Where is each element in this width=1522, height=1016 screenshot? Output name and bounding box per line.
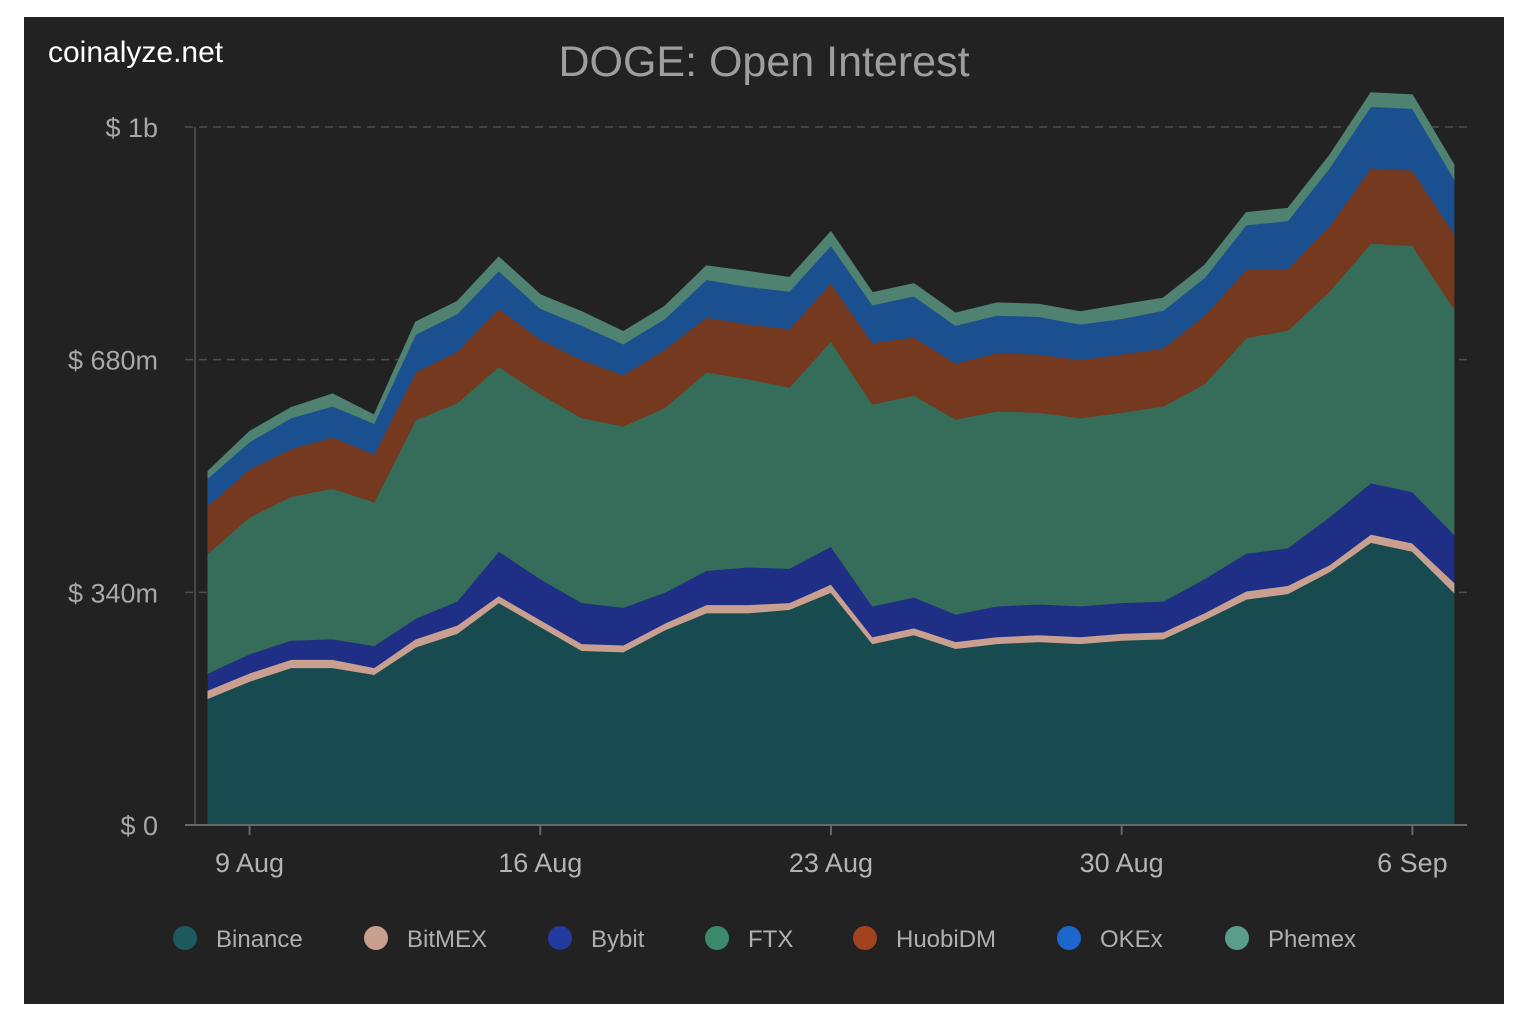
legend-item-bitmex[interactable]: BitMEX <box>364 926 487 953</box>
y-tick-label: $ 0 <box>120 811 158 841</box>
legend-label: Binance <box>216 926 303 953</box>
legend-swatch <box>173 926 197 950</box>
legend-label: HuobiDM <box>896 926 996 953</box>
legend: Binance BitMEX Bybit FTX HuobiDM OKEx Phemex <box>173 926 1356 953</box>
y-tick-label: $ 680m <box>68 346 158 376</box>
legend-item-ftx[interactable]: FTX <box>705 926 793 953</box>
legend-label: OKEx <box>1100 926 1163 953</box>
stacked-areas <box>207 92 1455 826</box>
y-tick-label: $ 1b <box>105 113 158 143</box>
legend-item-okex[interactable]: OKEx <box>1057 926 1163 953</box>
legend-item-binance[interactable]: Binance <box>173 926 303 953</box>
x-tick-label: 9 Aug <box>215 848 284 878</box>
legend-label: Phemex <box>1268 926 1356 953</box>
legend-swatch <box>364 926 388 950</box>
x-tick-label: 16 Aug <box>498 848 582 878</box>
legend-label: BitMEX <box>407 926 487 953</box>
axes: $ 0 $ 340m $ 680m $ 1b 9 Aug 16 Aug 23 Aug 30 A… <box>68 113 1467 878</box>
legend-label: Bybit <box>591 926 645 953</box>
brand-label: coinalyze.net <box>48 36 224 69</box>
x-tick-label: 6 Sep <box>1377 848 1448 878</box>
legend-item-phemex[interactable]: Phemex <box>1225 926 1356 953</box>
x-tick-label: 23 Aug <box>789 848 873 878</box>
y-tick-label: $ 340m <box>68 578 158 608</box>
legend-swatch <box>1225 926 1249 950</box>
legend-item-huobidm[interactable]: HuobiDM <box>853 926 996 953</box>
x-tick-label: 30 Aug <box>1080 848 1164 878</box>
legend-swatch <box>853 926 877 950</box>
legend-swatch <box>1057 926 1081 950</box>
legend-swatch <box>705 926 729 950</box>
series-area-phemex <box>207 92 1455 480</box>
legend-item-bybit[interactable]: Bybit <box>548 926 645 953</box>
chart-title: DOGE: Open Interest <box>558 38 969 86</box>
legend-label: FTX <box>748 926 793 953</box>
legend-swatch <box>548 926 572 950</box>
